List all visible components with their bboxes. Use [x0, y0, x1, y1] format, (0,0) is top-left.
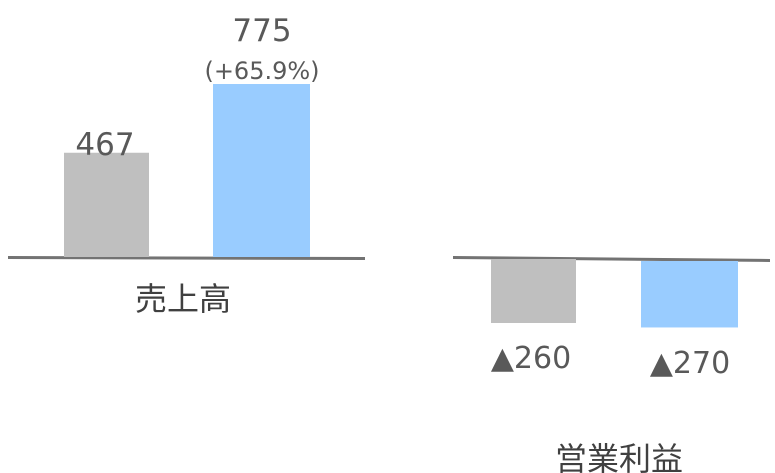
panel-sales: 467 775 (+65.9%) 売上高: [7, 13, 366, 318]
category-label-operating-profit: 営業利益: [555, 440, 683, 473]
bar-sales-prev: [64, 152, 149, 257]
value-label-sales-current: 775: [232, 13, 291, 49]
bar-sales-current: [213, 84, 310, 257]
value-label-operating-profit-current: ▲270: [650, 346, 730, 381]
axis-line-sales: [7, 256, 366, 260]
bar-operating-profit-current: [641, 261, 738, 328]
panel-operating-profit: ▲260 ▲270 営業利益: [452, 256, 771, 473]
value-label-operating-profit-prev: ▲260: [491, 341, 571, 376]
axis-line-operating-profit: [452, 256, 771, 262]
category-label-sales: 売上高: [135, 280, 231, 318]
bar-operating-profit-prev: [491, 259, 576, 323]
change-label-sales: (+65.9%): [204, 57, 319, 85]
value-label-sales-prev: 467: [75, 127, 134, 163]
